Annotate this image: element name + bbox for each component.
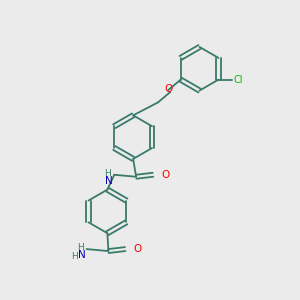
Text: H: H <box>71 251 78 260</box>
Text: Cl: Cl <box>233 75 243 85</box>
Text: N: N <box>78 250 85 260</box>
Text: O: O <box>133 244 141 254</box>
Text: N: N <box>105 176 112 186</box>
Text: H: H <box>105 169 111 178</box>
Text: O: O <box>164 84 172 94</box>
Text: O: O <box>161 170 169 180</box>
Text: H: H <box>77 243 84 252</box>
